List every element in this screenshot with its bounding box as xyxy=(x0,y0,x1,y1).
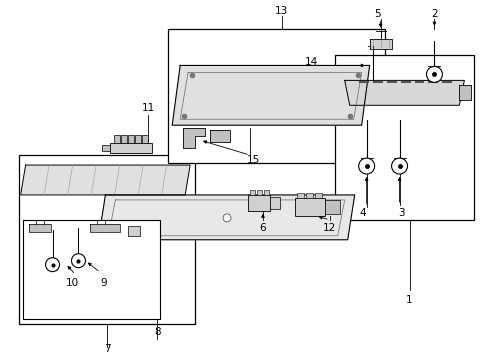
Text: 11: 11 xyxy=(142,103,155,113)
Bar xyxy=(249,190,254,195)
Text: 13: 13 xyxy=(275,6,288,15)
Bar xyxy=(269,197,279,209)
Circle shape xyxy=(71,254,85,268)
Bar xyxy=(247,195,269,211)
Text: 15: 15 xyxy=(246,155,259,165)
Polygon shape xyxy=(369,39,391,49)
Polygon shape xyxy=(20,165,190,195)
Circle shape xyxy=(426,67,442,82)
Polygon shape xyxy=(172,66,369,125)
Text: 8: 8 xyxy=(154,327,160,337)
Text: 10: 10 xyxy=(66,278,79,288)
Polygon shape xyxy=(458,85,470,100)
Bar xyxy=(110,143,152,153)
Polygon shape xyxy=(29,224,50,232)
Text: 12: 12 xyxy=(323,223,336,233)
Bar xyxy=(168,28,384,163)
Text: 14: 14 xyxy=(305,58,318,67)
Polygon shape xyxy=(344,80,464,105)
Bar xyxy=(114,135,120,143)
Bar xyxy=(22,220,160,319)
Bar xyxy=(324,200,339,214)
Text: 6: 6 xyxy=(259,223,265,233)
Text: 9: 9 xyxy=(100,278,106,288)
Bar xyxy=(305,193,312,198)
Polygon shape xyxy=(183,128,204,148)
Bar xyxy=(121,135,127,143)
Circle shape xyxy=(358,158,374,174)
Bar xyxy=(264,190,268,195)
Text: 7: 7 xyxy=(104,345,110,354)
Bar xyxy=(102,145,110,151)
Polygon shape xyxy=(90,224,120,232)
Bar xyxy=(128,135,134,143)
Bar xyxy=(142,135,148,143)
Polygon shape xyxy=(98,195,354,240)
Polygon shape xyxy=(210,130,229,142)
Text: 2: 2 xyxy=(430,9,437,19)
Bar xyxy=(334,55,473,220)
Bar xyxy=(128,226,140,236)
Bar xyxy=(135,135,141,143)
Bar xyxy=(314,193,321,198)
Text: 5: 5 xyxy=(373,9,380,19)
Bar xyxy=(296,193,303,198)
Text: 1: 1 xyxy=(406,294,412,305)
Text: 3: 3 xyxy=(397,208,404,218)
Bar xyxy=(19,155,195,324)
Circle shape xyxy=(45,258,60,272)
Circle shape xyxy=(391,158,407,174)
Bar xyxy=(256,190,262,195)
Circle shape xyxy=(223,214,230,222)
Text: 4: 4 xyxy=(359,208,365,218)
Bar xyxy=(294,198,324,216)
